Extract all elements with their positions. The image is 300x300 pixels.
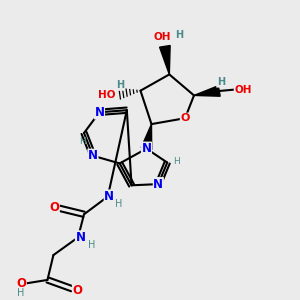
Text: H: H (79, 137, 86, 146)
Text: N: N (88, 149, 98, 162)
Text: H: H (175, 30, 183, 40)
Polygon shape (141, 124, 152, 150)
Text: O: O (49, 201, 59, 214)
Text: O: O (73, 284, 82, 297)
Text: N: N (76, 231, 85, 244)
Text: H: H (173, 157, 180, 166)
Polygon shape (160, 46, 170, 74)
Text: H: H (88, 240, 95, 250)
Polygon shape (194, 86, 220, 96)
Text: HO: HO (98, 90, 115, 100)
Text: N: N (94, 106, 104, 119)
Text: OH: OH (234, 85, 252, 94)
Text: O: O (16, 277, 26, 290)
Text: H: H (116, 80, 124, 90)
Text: N: N (104, 190, 114, 203)
Text: H: H (17, 288, 24, 298)
Text: H: H (217, 77, 225, 87)
Text: O: O (180, 113, 190, 123)
Text: OH: OH (153, 32, 171, 42)
Text: N: N (141, 142, 152, 155)
Text: N: N (153, 178, 163, 190)
Text: H: H (116, 199, 123, 209)
